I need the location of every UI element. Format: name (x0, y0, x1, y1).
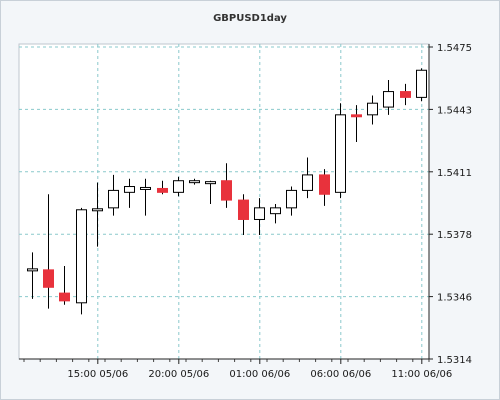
candle-body-up (189, 180, 200, 184)
candle (400, 83, 411, 106)
candle-body-up (27, 268, 38, 272)
candle-body-up (205, 181, 216, 185)
x-tick-label: 11:00 06/06 (391, 369, 452, 380)
candle (43, 194, 54, 309)
candle (140, 178, 151, 216)
candle (108, 174, 119, 216)
candle (335, 103, 346, 199)
y-tick-label: 1.5346 (437, 293, 472, 304)
candle-body-up (108, 189, 119, 209)
candle-body-down (319, 174, 330, 195)
candle (302, 157, 313, 199)
y-tick-label: 1.5314 (437, 355, 472, 366)
candle (367, 95, 378, 125)
candle-body-down (400, 91, 411, 98)
candle (92, 182, 103, 247)
candle (254, 198, 265, 235)
candle-body-up (76, 209, 87, 304)
candle (221, 163, 232, 208)
axes: 1.5475 1.5443 1.5411 1.5378 1.5346 1.5314 15:0… (19, 43, 472, 380)
candle-body-up (254, 207, 265, 220)
candle-body-up (416, 69, 427, 98)
candle (238, 194, 249, 235)
candle-body-down (157, 187, 168, 193)
candle (173, 176, 184, 197)
candle-body-up (335, 114, 346, 193)
candle (157, 180, 168, 195)
x-tick-label: 06:00 06/06 (310, 369, 371, 380)
candle-body-up (367, 102, 378, 116)
candle-body-up (173, 180, 184, 193)
y-tick-label: 1.5411 (437, 168, 472, 179)
candle-body-down (238, 199, 249, 220)
candle-body-up (286, 189, 297, 209)
candle (205, 180, 216, 204)
candle-body-down (59, 292, 70, 302)
candle (59, 265, 70, 305)
candle (351, 105, 362, 142)
candle-body-up (383, 91, 394, 108)
candle (286, 186, 297, 216)
candle (76, 207, 87, 315)
x-tick-label: 20:00 05/06 (148, 369, 209, 380)
candle-body-down (221, 180, 232, 201)
candle (383, 79, 394, 115)
x-tick-label: 01:00 06/06 (229, 369, 290, 380)
y-tick-label: 1.5475 (437, 43, 472, 54)
candle-body-up (302, 174, 313, 191)
candles (27, 68, 427, 315)
candle-body-up (270, 207, 281, 215)
candle (319, 169, 330, 206)
candle (270, 203, 281, 224)
candle-body-up (124, 186, 135, 193)
candle-body-down (351, 114, 362, 118)
candle (189, 178, 200, 185)
y-tick-label: 1.5443 (437, 105, 472, 116)
plot-area (18, 43, 430, 360)
y-tick-label: 1.5378 (437, 230, 472, 241)
candle-body-up (92, 208, 103, 212)
x-tick-label: 15:00 05/06 (67, 369, 128, 380)
candle-body-down (43, 269, 54, 288)
candle-body-up (140, 186, 151, 190)
candle (27, 252, 38, 299)
candle (416, 68, 427, 102)
candle (124, 178, 135, 208)
chart-title: GBPUSD1day (213, 13, 287, 24)
